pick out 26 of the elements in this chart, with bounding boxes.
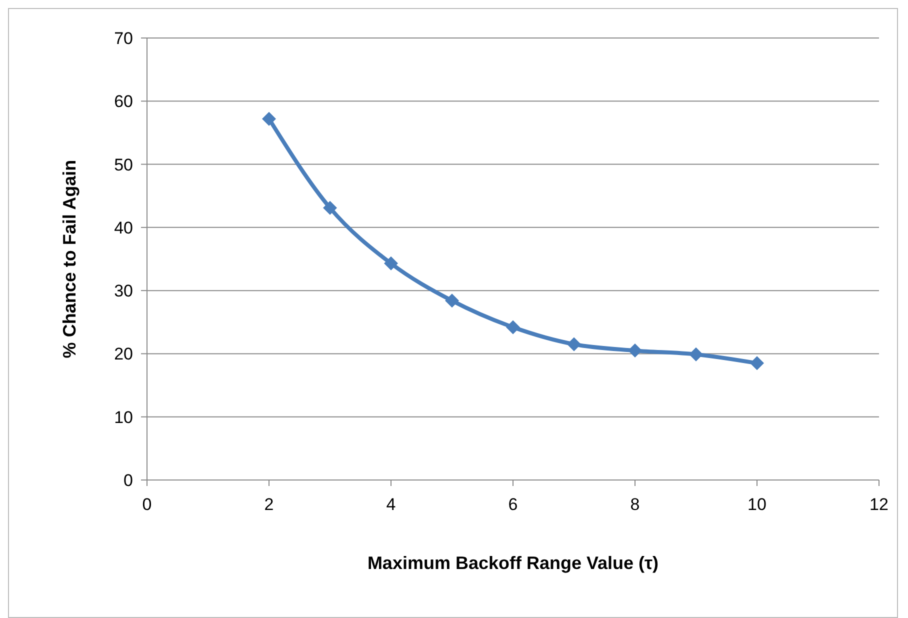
y-tick-label: 50 [114, 155, 133, 174]
point [750, 356, 764, 370]
y-tick-label: 40 [114, 218, 133, 238]
x-tick-label: 12 [870, 495, 888, 514]
x-tick-label: 0 [142, 495, 152, 514]
y-tick-label: 60 [114, 92, 133, 112]
y-tick-label: 70 [114, 29, 133, 48]
point [262, 112, 276, 126]
x-tick-label: 2 [264, 495, 274, 514]
y-tick-label: 10 [114, 408, 133, 427]
point [384, 256, 398, 270]
point [445, 294, 459, 308]
x-tick-label: 8 [630, 495, 640, 514]
point [628, 344, 642, 358]
y-tick-label: 20 [114, 344, 133, 364]
point [567, 337, 581, 352]
x-tick-label: 4 [386, 495, 396, 514]
y-axis-title: % Chance to Fail Again [59, 160, 80, 358]
point [689, 347, 703, 362]
x-tick-label: 6 [508, 495, 518, 514]
point [323, 200, 337, 215]
y-tick-label: 30 [114, 282, 133, 301]
y-tick-label: 0 [124, 471, 133, 490]
x-axis-title: Maximum Backoff Range Value (τ) [367, 553, 659, 573]
point [506, 320, 520, 334]
x-tick-label: 10 [748, 495, 766, 514]
